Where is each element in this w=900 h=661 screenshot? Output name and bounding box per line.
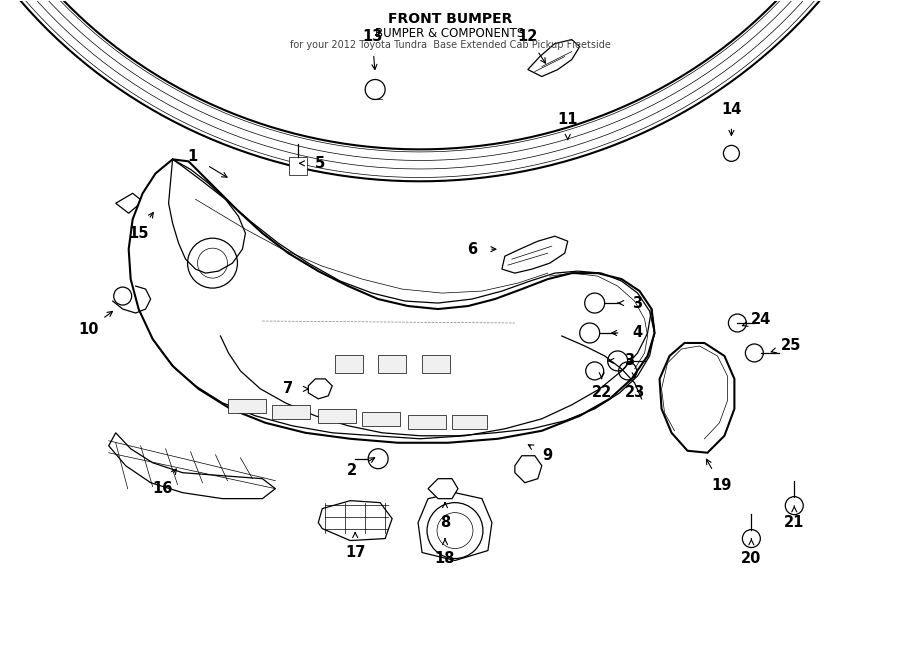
Polygon shape — [527, 40, 580, 77]
Text: 3: 3 — [633, 295, 643, 311]
Text: 2: 2 — [347, 463, 357, 478]
Text: FRONT BUMPER: FRONT BUMPER — [388, 12, 512, 26]
Text: 6: 6 — [467, 242, 477, 256]
Polygon shape — [319, 500, 392, 541]
Text: 12: 12 — [518, 29, 538, 44]
Text: 1: 1 — [187, 149, 198, 164]
Text: 20: 20 — [742, 551, 761, 566]
Text: 23: 23 — [625, 385, 644, 401]
Bar — [229, 399, 266, 413]
Polygon shape — [129, 159, 654, 443]
Text: 22: 22 — [591, 385, 612, 401]
Text: 13: 13 — [362, 29, 382, 44]
Text: 5: 5 — [315, 156, 326, 171]
Text: 3: 3 — [625, 354, 634, 368]
Polygon shape — [109, 433, 275, 498]
Bar — [452, 415, 487, 429]
Polygon shape — [502, 236, 568, 273]
Bar — [378, 355, 406, 373]
Polygon shape — [428, 479, 458, 498]
Polygon shape — [418, 492, 492, 561]
Text: BUMPER & COMPONENTS: BUMPER & COMPONENTS — [375, 26, 525, 40]
Polygon shape — [515, 455, 542, 483]
Text: 25: 25 — [781, 338, 802, 354]
Text: 9: 9 — [543, 448, 553, 463]
Bar — [289, 157, 307, 175]
Polygon shape — [309, 379, 332, 399]
Text: 17: 17 — [345, 545, 365, 560]
Bar — [422, 355, 450, 373]
Text: 24: 24 — [752, 311, 771, 327]
Text: 21: 21 — [784, 515, 805, 530]
Text: 7: 7 — [284, 381, 293, 397]
Text: 11: 11 — [557, 112, 578, 127]
Bar — [335, 355, 364, 373]
Text: 14: 14 — [721, 102, 742, 117]
Text: 15: 15 — [129, 225, 148, 241]
Bar — [319, 409, 356, 423]
Bar — [273, 405, 310, 419]
Text: for your 2012 Toyota Tundra  Base Extended Cab Pickup Fleetside: for your 2012 Toyota Tundra Base Extende… — [290, 40, 610, 50]
Bar — [362, 412, 400, 426]
Text: 4: 4 — [633, 325, 643, 340]
Bar — [408, 415, 446, 429]
Text: 19: 19 — [711, 478, 732, 493]
Polygon shape — [660, 343, 734, 453]
Polygon shape — [0, 0, 900, 181]
Polygon shape — [116, 193, 142, 214]
Text: 8: 8 — [440, 515, 450, 530]
Text: 16: 16 — [152, 481, 173, 496]
Text: 18: 18 — [435, 551, 455, 566]
Text: 10: 10 — [78, 321, 99, 336]
